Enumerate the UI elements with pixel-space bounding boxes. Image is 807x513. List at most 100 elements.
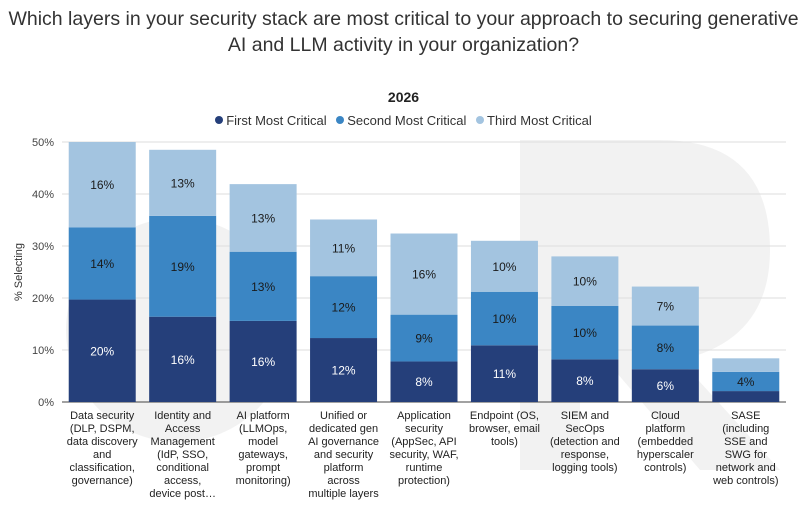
bar-data-label: 13% <box>251 280 275 294</box>
bar-data-label: 20% <box>90 344 114 358</box>
x-tick-label: Endpoint (OS, <box>470 410 539 422</box>
x-tick-label: SSE and <box>724 436 767 448</box>
x-tick-label: and security <box>314 449 374 461</box>
bar-data-label: 14% <box>90 257 114 271</box>
x-tick-label: (DLP, DSPM, <box>70 423 135 435</box>
bar-segment <box>229 251 297 321</box>
x-tick-label: security <box>405 423 443 435</box>
bars: 20% 14% 16% 16% 19% 13% 16% 13% 13% 12% 12% 11% 8% 9%… <box>68 142 780 402</box>
bar-data-label: 11% <box>332 241 355 255</box>
bar-segment <box>631 286 699 326</box>
bar-segment <box>631 369 699 402</box>
bar-segment <box>229 184 297 252</box>
bar-segment <box>470 240 538 292</box>
legend-label-second: Second Most Critical <box>347 113 467 128</box>
x-tick-label: web controls) <box>712 475 778 487</box>
bar-segment <box>712 358 780 372</box>
x-tick-label: SASE <box>731 410 760 422</box>
bar-data-label: 8% <box>657 341 675 355</box>
bar-data-label: 12% <box>332 364 356 378</box>
legend-label-first: First Most Critical <box>226 113 327 128</box>
x-tick-label: Access <box>165 423 201 435</box>
bar-segment <box>390 233 458 315</box>
bar-data-label: 13% <box>251 211 275 225</box>
x-tick-label: (AppSec, API <box>391 436 456 448</box>
x-tick-label: network and <box>716 462 776 474</box>
x-tick-label: governance) <box>72 475 133 487</box>
x-tick-label: (IdP, SSO, <box>157 449 208 461</box>
y-tick-label: 10% <box>32 345 54 357</box>
y-tick-label: 40% <box>32 189 54 201</box>
bar-segment <box>470 291 538 346</box>
x-tick-label: (embedded <box>638 436 694 448</box>
bar-data-label: 10% <box>573 326 597 340</box>
x-tick-label: prompt <box>246 462 280 474</box>
bar-data-label: 9% <box>415 332 433 346</box>
x-tick-label: Management <box>151 436 215 448</box>
x-tick-label: data discovery <box>67 436 138 448</box>
bar-segment <box>310 219 378 277</box>
x-tick-label: access, <box>164 475 201 487</box>
bar-data-label: 13% <box>171 176 195 190</box>
bar-data-label: 8% <box>415 375 433 389</box>
x-tick-label: Cloud <box>651 410 680 422</box>
x-tick-label: monitoring) <box>236 475 291 487</box>
legend-item-second: Second Most Critical <box>336 113 466 128</box>
y-axis-title: % Selecting <box>13 243 25 301</box>
x-tick-label: browser, email <box>469 423 540 435</box>
bar-data-label: 16% <box>171 353 195 367</box>
bar-data-label: 8% <box>576 374 594 388</box>
bar-segment <box>551 305 619 360</box>
y-tick-label: 50% <box>32 137 54 149</box>
x-tick-label: device post… <box>149 488 216 500</box>
bar-segment <box>149 215 217 317</box>
x-tick-label: response, <box>561 449 609 461</box>
x-tick-label: security, WAF, <box>389 449 458 461</box>
y-tick-label: 20% <box>32 293 54 305</box>
x-tick-label: SWG for <box>725 449 768 461</box>
legend-swatch-second <box>336 116 345 124</box>
x-tick-label: Application <box>397 410 451 422</box>
x-tick-label: runtime <box>406 462 443 474</box>
bar-segment <box>470 345 538 402</box>
bar-data-label: 16% <box>251 355 275 369</box>
legend-item-third: Third Most Critical <box>476 113 592 128</box>
x-tick-label: multiple layers <box>308 488 379 500</box>
x-tick-label: Unified or <box>320 410 367 422</box>
x-tick-label: AI platform <box>237 410 290 422</box>
x-tick-label: controls) <box>644 462 686 474</box>
y-tick-label: 0% <box>38 397 54 409</box>
x-tick-label: hyperscaler <box>637 449 694 461</box>
x-tick-label: (detection and <box>550 436 620 448</box>
y-tick-label: 30% <box>32 241 54 253</box>
x-tick-label: SIEM and <box>561 410 609 422</box>
x-tick-label: dedicated gen <box>309 423 378 435</box>
bar-segment <box>712 391 780 402</box>
bar-segment <box>149 149 217 216</box>
bar-segment <box>310 276 378 339</box>
bar-segment <box>551 359 619 402</box>
bar-segment <box>68 142 136 228</box>
legend-label-third: Third Most Critical <box>487 113 592 128</box>
x-tick-label: conditional <box>156 462 209 474</box>
bar-data-label: 19% <box>171 260 195 274</box>
x-tick-label: model <box>248 436 278 448</box>
bar-segment <box>310 338 378 402</box>
chart-legend: First Most Critical Second Most Critical… <box>0 113 807 128</box>
bar-data-label: 10% <box>573 275 597 289</box>
x-axis-labels: Data security(DLP, DSPM,data discoveryan… <box>67 410 779 500</box>
bar-data-label: 11% <box>493 367 516 381</box>
bar-data-label: 4% <box>737 375 755 389</box>
x-tick-label: classification, <box>70 462 135 474</box>
bar-data-label: 16% <box>412 268 436 282</box>
x-tick-label: AI governance <box>308 436 379 448</box>
bar-segment <box>149 316 217 402</box>
bar-segment <box>390 314 458 362</box>
x-tick-label: across <box>327 475 360 487</box>
chart-title: 2026 <box>387 89 420 105</box>
bar-segment <box>551 256 619 306</box>
x-tick-label: (LLMOps, <box>239 423 287 435</box>
bar-segment <box>631 325 699 370</box>
bar-segment <box>390 361 458 402</box>
